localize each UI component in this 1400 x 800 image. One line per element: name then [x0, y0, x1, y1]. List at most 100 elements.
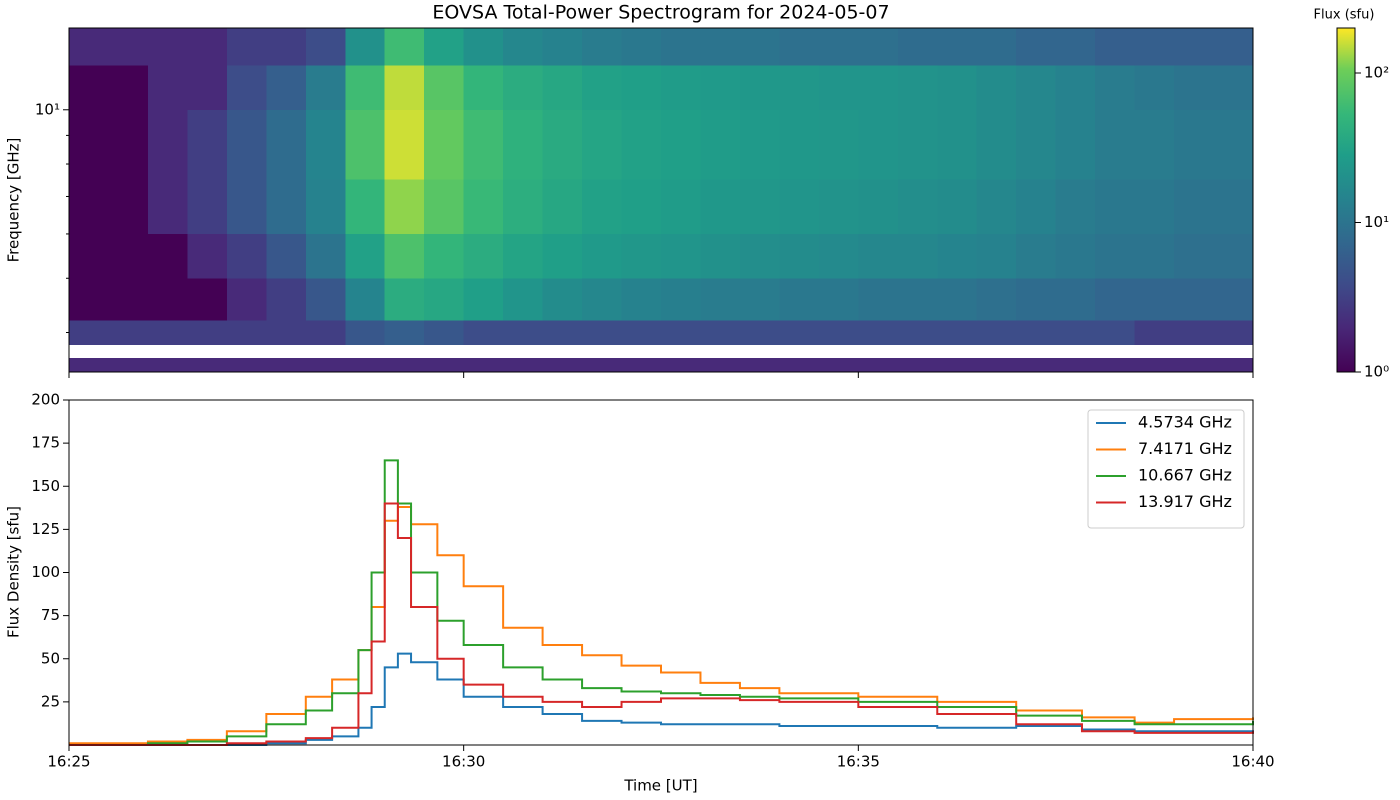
heatmap-cell	[700, 65, 741, 110]
heatmap-cell	[305, 65, 346, 110]
heatmap-cell	[463, 179, 504, 234]
heatmap-cell	[542, 65, 583, 110]
heatmap-cell	[582, 109, 623, 180]
legend-label: 13.917 GHz	[1138, 492, 1232, 511]
heatmap-cell	[739, 109, 780, 180]
heatmap-cell	[503, 233, 544, 279]
heatmap-cell	[858, 28, 899, 66]
heatmap-cell	[937, 320, 978, 345]
colorbar-tick-label: 10⁰	[1364, 363, 1389, 381]
heatmap-cell	[1174, 65, 1215, 110]
heatmap-cell	[937, 358, 978, 372]
heatmap-cell	[739, 28, 780, 66]
x-tick-label: 16:35	[837, 753, 880, 771]
heatmap-cell	[1213, 320, 1254, 345]
heatmap-cell	[1095, 109, 1136, 180]
heatmap-cell	[463, 233, 504, 279]
heatmap-cell	[779, 109, 820, 180]
y-tick-label: 200	[31, 391, 60, 409]
heatmap-cell	[818, 278, 859, 321]
heatmap-cell	[147, 65, 188, 110]
heatmap-cell	[147, 233, 188, 279]
heatmap-cell	[266, 278, 307, 321]
heatmap-cell	[661, 358, 701, 372]
y-tick-label: 100	[31, 563, 60, 581]
heatmap-cell	[147, 179, 188, 234]
heatmap-cell	[1213, 65, 1254, 110]
heatmap-cell	[69, 109, 109, 180]
heatmap-cell	[1174, 278, 1215, 321]
heatmap-cell	[503, 179, 544, 234]
heatmap-cell	[187, 233, 228, 279]
heatmap-cell	[69, 233, 109, 279]
heatmap-cell	[108, 109, 149, 180]
heatmap-cell	[108, 358, 149, 372]
heatmap-cell	[1055, 65, 1096, 110]
heatmap-cell	[226, 358, 267, 372]
colorbar-label: Flux (sfu)	[1314, 8, 1375, 23]
heatmap-cell	[345, 179, 386, 234]
heatmap-cell	[226, 28, 267, 66]
heatmap-cell	[1095, 278, 1136, 321]
heatmap-cell	[897, 358, 938, 372]
heatmap-cell	[897, 28, 938, 66]
heatmap-cell	[187, 278, 228, 321]
heatmap-cell	[1134, 233, 1175, 279]
heatmap-cell	[108, 65, 149, 110]
heatmap-cell	[897, 278, 938, 321]
heatmap-cell	[858, 278, 899, 321]
heatmap-cell	[345, 278, 386, 321]
heatmap-cell	[858, 65, 899, 110]
heatmap-cell	[305, 233, 346, 279]
heatmap-cell	[897, 109, 938, 180]
heatmap-cell	[384, 179, 425, 234]
heatmap-cell	[818, 320, 859, 345]
heatmap-cell	[818, 358, 859, 372]
y-tick-label: 175	[31, 434, 60, 452]
heatmap-cell	[266, 179, 307, 234]
x-tick-label: 16:25	[47, 753, 90, 771]
heatmap-cell	[661, 179, 701, 234]
heatmap-cell	[739, 278, 780, 321]
heatmap-cell	[147, 320, 188, 345]
colorbar	[1336, 27, 1356, 373]
heatmap-cell	[779, 233, 820, 279]
y-tick-label: 150	[31, 477, 60, 495]
heatmap-cell	[1213, 233, 1254, 279]
heatmap-cell	[700, 233, 741, 279]
heatmap-cell	[779, 320, 820, 345]
heatmap-cell	[1016, 358, 1057, 372]
heatmap-cell	[1055, 358, 1096, 372]
heatmap-cell	[621, 278, 662, 321]
heatmap-cell	[226, 278, 267, 321]
heatmap-cell	[266, 28, 307, 66]
y-axis-label: Frequency [GHz]	[5, 138, 23, 263]
heatmap-cell	[187, 109, 228, 180]
heatmap-cell	[226, 233, 267, 279]
heatmap-cell	[582, 65, 623, 110]
heatmap-cell	[661, 28, 701, 66]
heatmap-cell	[542, 320, 583, 345]
heatmap-cell	[384, 358, 425, 372]
heatmap-cell	[147, 28, 188, 66]
heatmap-cell	[108, 278, 149, 321]
series-line	[69, 652, 1254, 746]
heatmap-cell	[818, 109, 859, 180]
heatmap-cell	[503, 65, 544, 110]
heatmap-cell	[976, 233, 1017, 279]
heatmap-cell	[305, 278, 346, 321]
heatmap-cell	[424, 65, 465, 110]
heatmap-cell	[1055, 109, 1096, 180]
heatmap-cell	[147, 358, 188, 372]
heatmap-cell	[621, 109, 662, 180]
heatmap-cell	[739, 233, 780, 279]
heatmap-cell	[266, 233, 307, 279]
heatmap-cell	[582, 179, 623, 234]
heatmap-cell	[463, 28, 504, 66]
heatmap-cell	[503, 28, 544, 66]
heatmap-cell	[1055, 179, 1096, 234]
heatmap-cell	[305, 358, 346, 372]
heatmap-cell	[1174, 233, 1215, 279]
heatmap-cell	[463, 65, 504, 110]
heatmap-cell	[1174, 358, 1215, 372]
